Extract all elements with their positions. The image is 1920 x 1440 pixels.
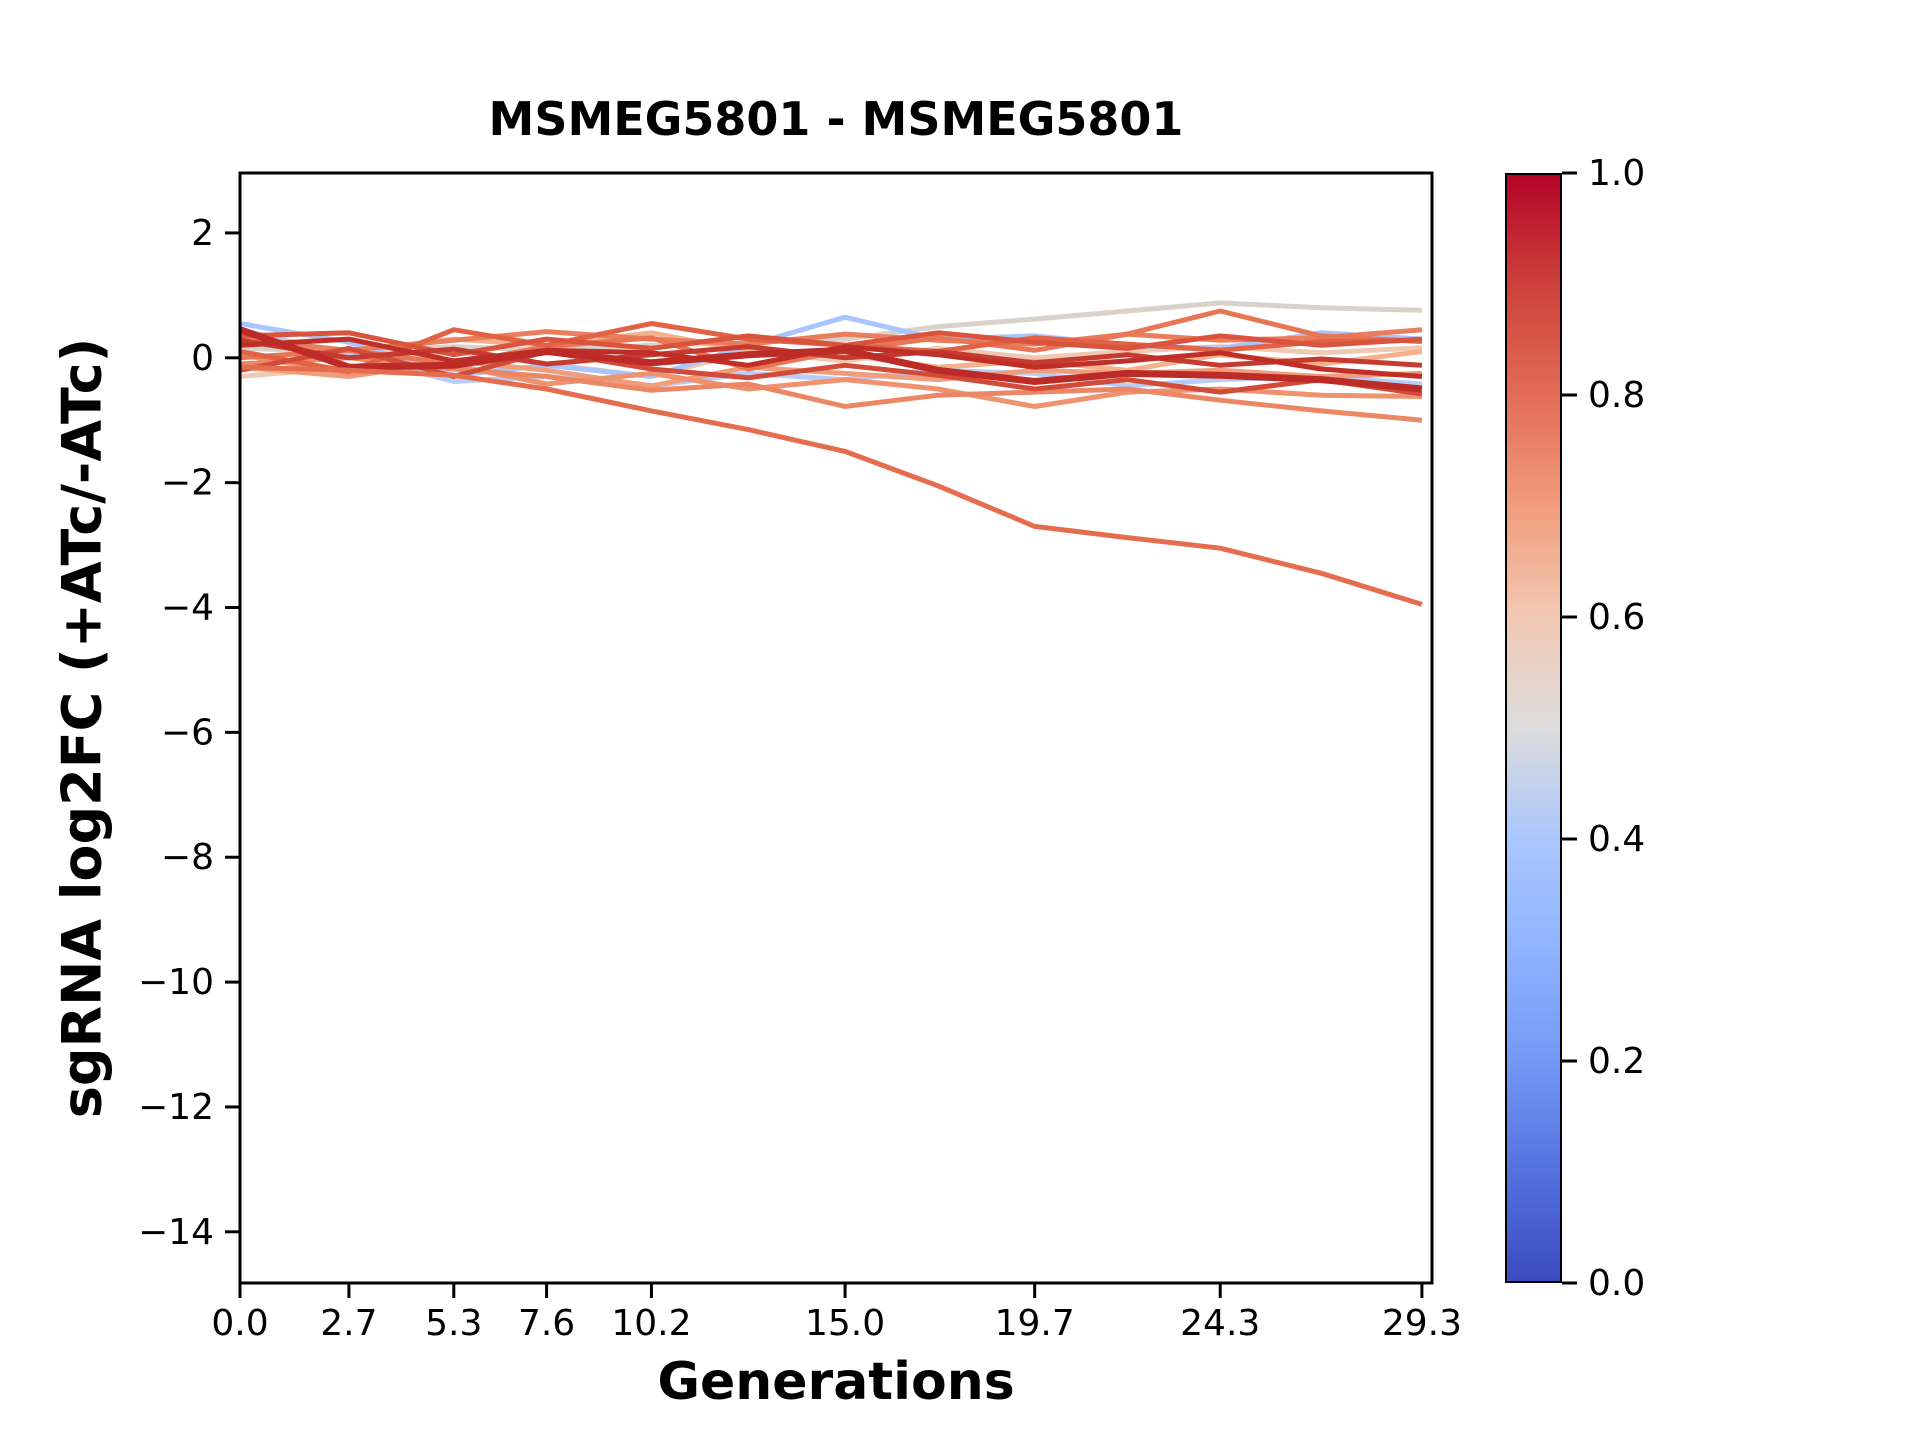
x-tick-label: 19.7 — [995, 1303, 1075, 1344]
x-tick-label: 5.3 — [425, 1303, 482, 1344]
colorbar-tick-label: 1.0 — [1588, 153, 1645, 194]
y-tick-label: −4 — [161, 588, 214, 629]
colorbar-tick-label: 0.0 — [1588, 1263, 1645, 1304]
x-tick-label: 24.3 — [1180, 1303, 1260, 1344]
y-tick-label: −6 — [161, 712, 214, 753]
y-tick-label: 0 — [191, 338, 214, 379]
x-tick-label: 15.0 — [805, 1303, 885, 1344]
y-tick-label: −2 — [161, 463, 214, 504]
series-line-line14 — [240, 337, 1423, 368]
x-tick-label: 2.7 — [320, 1303, 377, 1344]
y-tick-label: 2 — [191, 213, 214, 254]
colorbar-tick-label: 0.4 — [1588, 819, 1645, 860]
colorbar-tick-label: 0.2 — [1588, 1041, 1645, 1082]
series-line-line09 — [240, 327, 1423, 353]
x-axis-label: Generations — [657, 1352, 1015, 1412]
x-tick-label: 29.3 — [1382, 1303, 1462, 1344]
x-tick-label: 7.6 — [518, 1303, 575, 1344]
x-tick-label: 10.2 — [611, 1303, 691, 1344]
series-line-line01 — [240, 300, 1422, 354]
x-tick-label: 0.0 — [211, 1303, 268, 1344]
colorbar-gradient — [1505, 173, 1562, 1283]
y-tick-label: −8 — [161, 837, 214, 878]
series-line-line17 — [240, 364, 1423, 607]
plot-frame — [238, 171, 1434, 1285]
y-tick-label: −14 — [138, 1212, 214, 1253]
chart-title: MSMEG5801 - MSMEG5801 — [488, 92, 1184, 146]
y-tick-label: −12 — [138, 1087, 214, 1128]
series-line-line16 — [240, 326, 1423, 393]
y-tick-label: −10 — [138, 962, 214, 1003]
series-line-line08 — [240, 355, 1423, 423]
colorbar-tick-label: 0.6 — [1588, 597, 1645, 638]
colorbar-tick-label: 0.8 — [1588, 375, 1645, 416]
series-line-line15 — [240, 336, 1423, 379]
